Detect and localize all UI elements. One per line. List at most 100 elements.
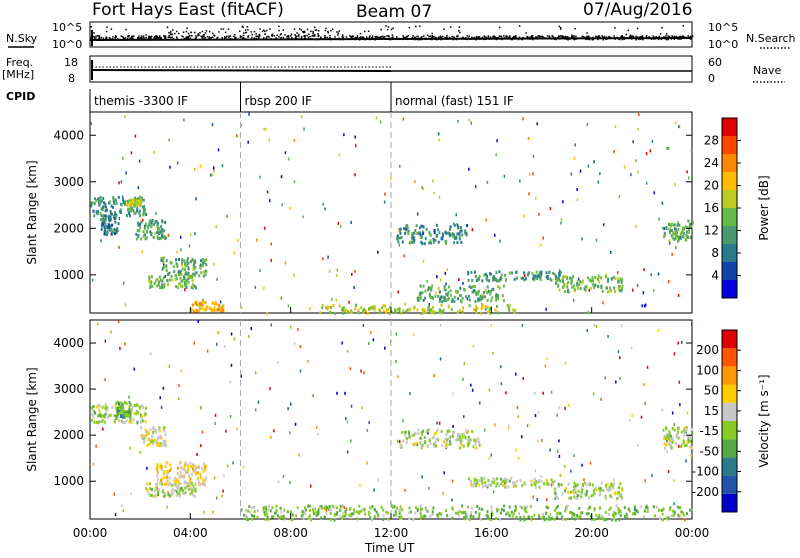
data-cell — [200, 271, 203, 275]
noise-point — [342, 36, 345, 38]
data-cell — [106, 405, 109, 409]
data-cell — [166, 470, 169, 474]
data-cell — [162, 235, 165, 239]
data-cell — [608, 508, 611, 512]
data-cell — [464, 513, 467, 517]
data-cell — [458, 510, 461, 514]
noise-point — [242, 34, 245, 37]
scatter-cell — [463, 362, 466, 366]
data-cell — [569, 496, 572, 500]
noise-point — [148, 36, 151, 38]
data-cell — [520, 506, 523, 510]
data-cell — [681, 230, 684, 234]
data-cell — [451, 516, 454, 520]
data-cell — [171, 491, 174, 495]
noise-point — [619, 38, 621, 41]
data-cell — [554, 496, 557, 500]
data-cell — [181, 267, 184, 271]
noise-point — [306, 34, 309, 37]
data-cell — [682, 226, 685, 230]
data-cell — [488, 483, 491, 487]
data-cell — [663, 231, 666, 235]
data-cell — [487, 516, 490, 520]
data-cell — [519, 505, 522, 509]
data-cell — [548, 270, 551, 274]
data-cell — [151, 285, 154, 289]
data-cell — [566, 504, 569, 508]
data-cell — [474, 291, 477, 295]
scatter-cell — [124, 114, 126, 118]
data-cell — [205, 263, 208, 267]
data-cell — [433, 231, 436, 235]
data-cell — [532, 276, 535, 280]
scatter-cell — [652, 289, 655, 293]
data-cell — [398, 309, 401, 313]
scatter-cell — [293, 273, 296, 277]
noise-point — [483, 35, 485, 37]
scatter-cell — [545, 498, 548, 502]
data-cell — [514, 505, 517, 509]
noise-point — [174, 32, 176, 35]
data-cell — [594, 486, 597, 490]
data-cell — [620, 280, 623, 284]
data-cell — [183, 481, 186, 485]
data-cell — [197, 480, 200, 484]
data-cell — [411, 234, 414, 238]
scatter-cell — [212, 510, 214, 514]
data-cell — [101, 208, 104, 212]
data-cell — [485, 514, 488, 518]
data-cell — [571, 276, 574, 280]
data-cell — [577, 493, 580, 497]
scatter-cell — [346, 420, 349, 424]
noise-point — [350, 36, 353, 38]
data-cell — [419, 504, 422, 508]
data-cell — [688, 224, 691, 228]
data-cell — [109, 210, 112, 214]
data-cell — [171, 487, 174, 491]
data-cell — [456, 241, 459, 245]
data-cell — [614, 512, 617, 516]
data-cell — [619, 494, 622, 498]
data-cell — [96, 414, 99, 418]
data-cell — [122, 405, 125, 409]
data-cell — [680, 430, 683, 434]
scatter-cell — [549, 512, 552, 516]
data-cell — [102, 205, 105, 209]
noise-point — [265, 29, 268, 32]
data-cell — [393, 513, 396, 517]
data-cell — [450, 307, 453, 311]
data-cell — [543, 518, 546, 522]
scatter-cell — [523, 274, 526, 278]
data-cell — [462, 306, 465, 310]
noise-point — [282, 29, 285, 31]
noise-trace — [89, 25, 694, 46]
data-cell — [440, 237, 443, 241]
noise-point — [234, 37, 236, 40]
noise-point — [564, 35, 567, 38]
data-cell — [345, 507, 348, 511]
data-cell — [175, 277, 178, 281]
data-cell — [183, 468, 186, 472]
noise-point — [197, 34, 199, 37]
data-cell — [679, 514, 682, 518]
freq-trace — [91, 60, 692, 80]
scatter-cell — [671, 411, 674, 415]
scatter-cell — [384, 346, 386, 350]
noise-point — [267, 35, 269, 38]
noise-point — [191, 35, 193, 37]
data-cell — [467, 294, 470, 298]
noise-point — [105, 36, 108, 38]
data-cell — [201, 467, 204, 471]
data-cell — [609, 286, 612, 290]
scatter-cell — [644, 401, 646, 405]
noise-point — [484, 36, 486, 38]
data-cell — [139, 198, 142, 202]
data-cell — [317, 511, 320, 515]
data-cell — [472, 290, 475, 294]
data-cell — [222, 305, 225, 309]
noise-point — [220, 28, 222, 30]
data-cell — [545, 275, 548, 279]
data-cell — [157, 228, 160, 232]
data-cell — [400, 443, 403, 447]
scatter-cell — [395, 360, 397, 364]
